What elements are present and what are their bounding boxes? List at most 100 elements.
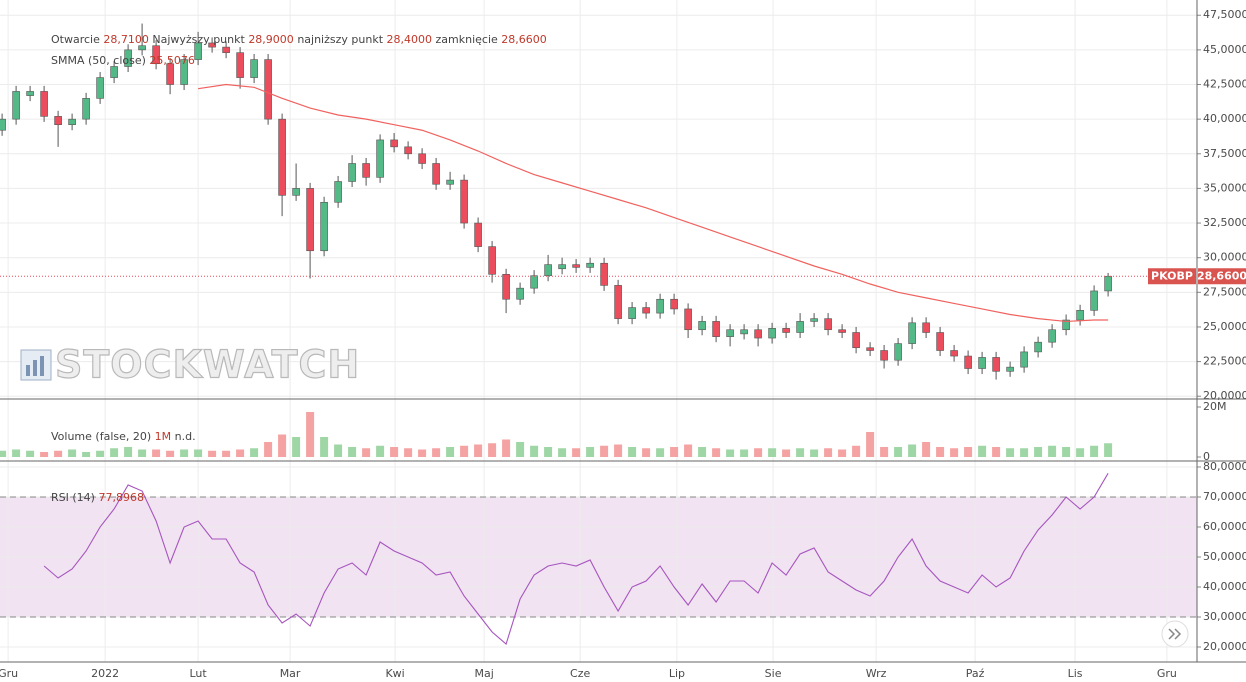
candle-body — [614, 285, 622, 319]
volume-bar — [334, 444, 343, 457]
legend-value: 25,5076 — [149, 54, 195, 67]
volume-bar — [1020, 448, 1029, 457]
volume-bar — [460, 445, 469, 457]
volume-bar — [418, 449, 427, 457]
volume-bar — [586, 447, 595, 457]
legend-label: Otwarcie — [51, 33, 100, 46]
legend: RSI (14) 77,8968 — [51, 491, 144, 504]
candle-body — [26, 91, 34, 96]
candle-body — [558, 264, 566, 270]
price-tag — [1198, 268, 1246, 285]
scroll-button[interactable] — [1161, 620, 1189, 648]
candle-body — [922, 322, 930, 333]
y-tick-label: 32,5000 — [1203, 216, 1246, 229]
volume-bar — [502, 439, 511, 457]
volume-bar — [642, 448, 651, 457]
volume-bar — [964, 447, 973, 457]
volume-bar — [726, 449, 735, 457]
candle-body — [292, 188, 300, 196]
volume-bar — [782, 449, 791, 457]
volume-bar — [838, 449, 847, 457]
candle-body — [586, 262, 594, 268]
volume-bar — [138, 449, 147, 457]
volume-bar — [614, 444, 623, 457]
x-tick-label: Wrz — [866, 667, 887, 680]
candle-body — [964, 355, 972, 369]
volume-bar — [1104, 443, 1113, 457]
candle-body — [1034, 341, 1042, 353]
candle-body — [1104, 275, 1112, 292]
y-tick-label: 37,5000 — [1203, 147, 1246, 160]
volume-bar — [1048, 445, 1057, 457]
volume-bar — [404, 448, 413, 457]
candle-body — [978, 357, 986, 369]
volume-bar — [530, 445, 539, 457]
candle-body — [726, 329, 734, 337]
volume-bar — [810, 449, 819, 457]
volume-bar — [222, 450, 231, 457]
volume-bar — [656, 448, 665, 457]
volume-bar — [992, 447, 1001, 457]
candle-body — [936, 332, 944, 351]
scroll-button-icon[interactable] — [1168, 628, 1182, 640]
candle-body — [600, 262, 608, 286]
candle-body — [180, 59, 188, 85]
volume-bar — [796, 448, 805, 457]
volume-bar — [194, 449, 203, 457]
candle-body — [12, 91, 20, 120]
candle-body — [656, 298, 664, 314]
candle-body — [152, 45, 160, 65]
volume-bar — [544, 447, 553, 457]
y-tick-label: 47,5000 — [1203, 8, 1246, 21]
watermark-text: STOCKWATCH — [55, 343, 360, 387]
y-tick-label: 40,0000 — [1203, 112, 1246, 125]
y-tick-label: 60,0000 — [1203, 520, 1246, 533]
candle-body — [698, 321, 706, 331]
legend-value: 1M — [155, 430, 172, 443]
y-tick-label: 42,5000 — [1203, 78, 1246, 91]
candle-body — [334, 181, 342, 203]
symbol-tag — [1148, 268, 1196, 285]
candle-body — [544, 264, 552, 276]
y-tick-label: 45,0000 — [1203, 43, 1246, 56]
legend: Otwarcie 28,7100 Najwyższy punkt 28,9000… — [51, 33, 547, 46]
watermark: STOCKWATCH — [20, 342, 360, 387]
x-tick-label: Lip — [669, 667, 685, 680]
x-tick-label: Lis — [1068, 667, 1083, 680]
candle-body — [264, 59, 272, 120]
legend-label: SMMA (50, close) — [51, 54, 146, 67]
volume-bar — [82, 452, 91, 457]
legend-label: Volume (false, 20) — [51, 430, 151, 443]
volume-bar — [208, 450, 217, 457]
volume-bar — [320, 437, 329, 457]
volume-bar — [670, 447, 679, 457]
volume-bar — [40, 452, 49, 457]
volume-bar — [152, 449, 161, 457]
candle-body — [432, 163, 440, 185]
volume-bar — [1062, 447, 1071, 457]
candle-body — [208, 42, 216, 48]
candle-body — [530, 275, 538, 289]
volume-bar — [880, 447, 889, 457]
volume-bar — [0, 450, 7, 457]
y-tick-label: 35,0000 — [1203, 181, 1246, 194]
candle-body — [670, 298, 678, 310]
volume-bar — [446, 447, 455, 457]
candle-body — [838, 329, 846, 333]
legend-label: RSI (14) — [51, 491, 95, 504]
volume-bar — [922, 442, 931, 457]
candle-body — [754, 329, 762, 339]
volume-bar — [712, 448, 721, 457]
candle-body — [1020, 351, 1028, 368]
candle-body — [852, 332, 860, 349]
candle-body — [1076, 310, 1084, 321]
volume-bar — [1090, 445, 1099, 457]
candle-body — [782, 328, 790, 333]
y-tick-label: 70,0000 — [1203, 490, 1246, 503]
volume-bar — [936, 447, 945, 457]
legend: SMMA (50, close) 25,5076 — [51, 54, 195, 67]
y-tick-label: 25,0000 — [1203, 320, 1246, 333]
volume-bar — [1034, 447, 1043, 457]
candle-body — [418, 153, 426, 164]
candle-body — [222, 46, 230, 53]
